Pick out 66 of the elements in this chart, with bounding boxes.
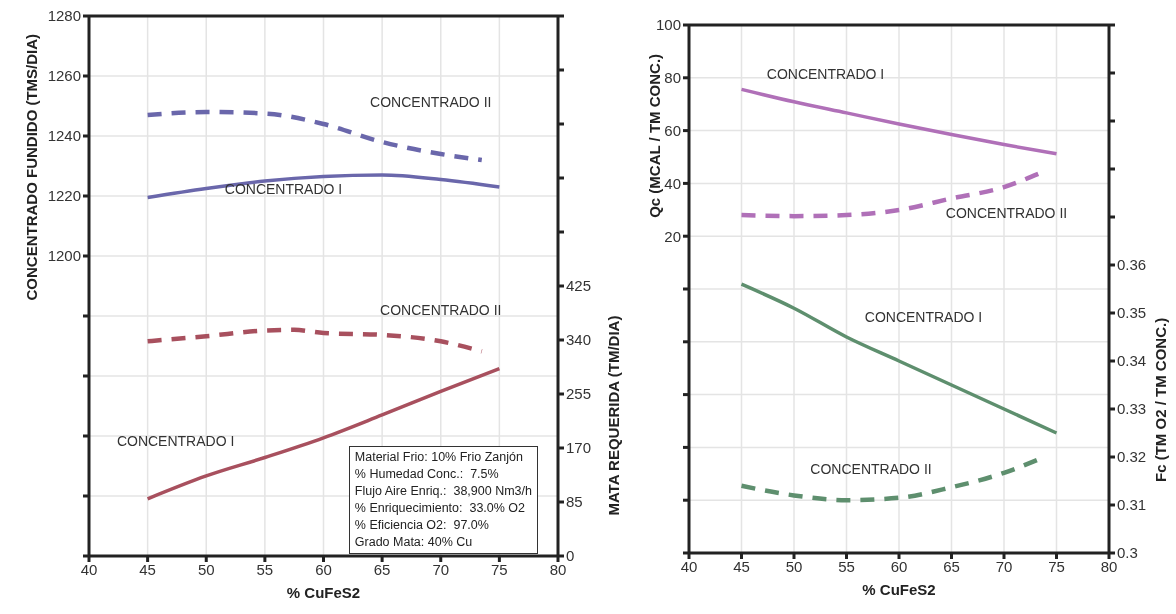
x-tick-label: 80 [549, 560, 567, 578]
y2-tick-label: 255 [566, 385, 592, 403]
annotation: % Humedad Conc.: 7.5% [354, 466, 500, 483]
series-label: CONCENTRADO I [224, 180, 343, 197]
annotation: % Eficiencia O2: 97.0% [354, 517, 490, 534]
x-tick-label: 55 [838, 557, 855, 575]
x-tick-label: 75 [1048, 557, 1065, 575]
x-tick-label: 70 [432, 560, 450, 578]
y-tick-label: 1280 [47, 7, 81, 25]
y2-tick-label: 0.34 [1117, 352, 1147, 370]
series-label: CONCENTRADO II [380, 302, 502, 319]
line-series [145, 173, 502, 200]
series-label: CONCENTRADO I [116, 432, 235, 449]
line-series [145, 327, 485, 354]
x-tick-label: 75 [491, 560, 508, 578]
y-axis-title: Qc (MCAL / TM CONC.) [646, 53, 664, 218]
series-label: CONCENTRADO I [766, 66, 885, 83]
x-axis-title: % CuFeS2 [862, 581, 936, 598]
series-label: CONCENTRADO I [864, 309, 983, 325]
y-tick-label: 60 [664, 121, 681, 139]
y2-tick-label: 0.32 [1117, 448, 1147, 466]
x-tick-label: 65 [373, 560, 391, 578]
x-tick-label: 60 [315, 560, 332, 578]
y2-tick-label: 425 [566, 277, 592, 295]
x-tick-label: 70 [995, 557, 1013, 575]
y-tick-label: 1260 [47, 67, 81, 85]
y2-tick-label: 0.33 [1117, 400, 1147, 418]
y2-tick-label: 0.3 [1117, 544, 1138, 562]
line-series [739, 87, 1059, 156]
series-label: CONCENTRADO II [370, 94, 492, 110]
annotation: Flujo Aire Enriq.: 38,900 Nm3/h [354, 483, 532, 500]
y2-tick-label: 0.31 [1117, 496, 1147, 514]
x-tick-label: 65 [943, 557, 960, 575]
y-tick-label: 1240 [47, 127, 81, 145]
y-tick-label: 100 [655, 16, 681, 34]
y-axis-title: CONCENTRADO FUNDIDO (TMS/DIA) [23, 33, 41, 301]
y-tick-label: 20 [664, 227, 681, 245]
y-tick-label: 40 [664, 174, 681, 192]
y2-axis-title: Fc (TM O2 / TM CONC.) [1152, 317, 1170, 482]
y2-tick-label: 0 [566, 547, 575, 565]
x-tick-label: 55 [256, 560, 274, 578]
series-label: CONCENTRADO II [945, 205, 1068, 222]
x-tick-label: 40 [80, 560, 98, 578]
x-tick-label: 50 [197, 560, 215, 578]
y2-axis-title: MATA REQUERIDA (TM/DIA) [605, 315, 623, 516]
x-tick-label: 45 [733, 557, 750, 575]
y2-tick-label: 85 [566, 493, 583, 511]
y-tick-label: 80 [664, 69, 681, 87]
line-series [145, 109, 485, 163]
y2-tick-label: 0.36 [1117, 256, 1147, 274]
x-tick-label: 40 [680, 557, 698, 575]
y2-tick-label: 170 [566, 439, 592, 457]
x-tick-label: 50 [785, 557, 803, 575]
y-tick-label: 1220 [47, 187, 81, 205]
annotation: Grado Mata: 40% Cu [354, 534, 474, 551]
x-axis-title: % CuFeS2 [286, 584, 361, 601]
annotation: % Enriquecimiento: 33.0% O2 [354, 500, 527, 517]
y2-tick-label: 340 [566, 331, 592, 349]
x-tick-label: 80 [1100, 557, 1118, 575]
annotation: Material Frio: 10% Frio Zanjón [354, 449, 524, 466]
y2-tick-label: 0.35 [1117, 304, 1147, 322]
x-tick-label: 45 [139, 560, 156, 578]
x-tick-label: 60 [890, 557, 908, 575]
series-label: CONCENTRADO II [810, 460, 932, 477]
line-series [739, 282, 1059, 435]
y-tick-label: 1200 [47, 247, 81, 265]
